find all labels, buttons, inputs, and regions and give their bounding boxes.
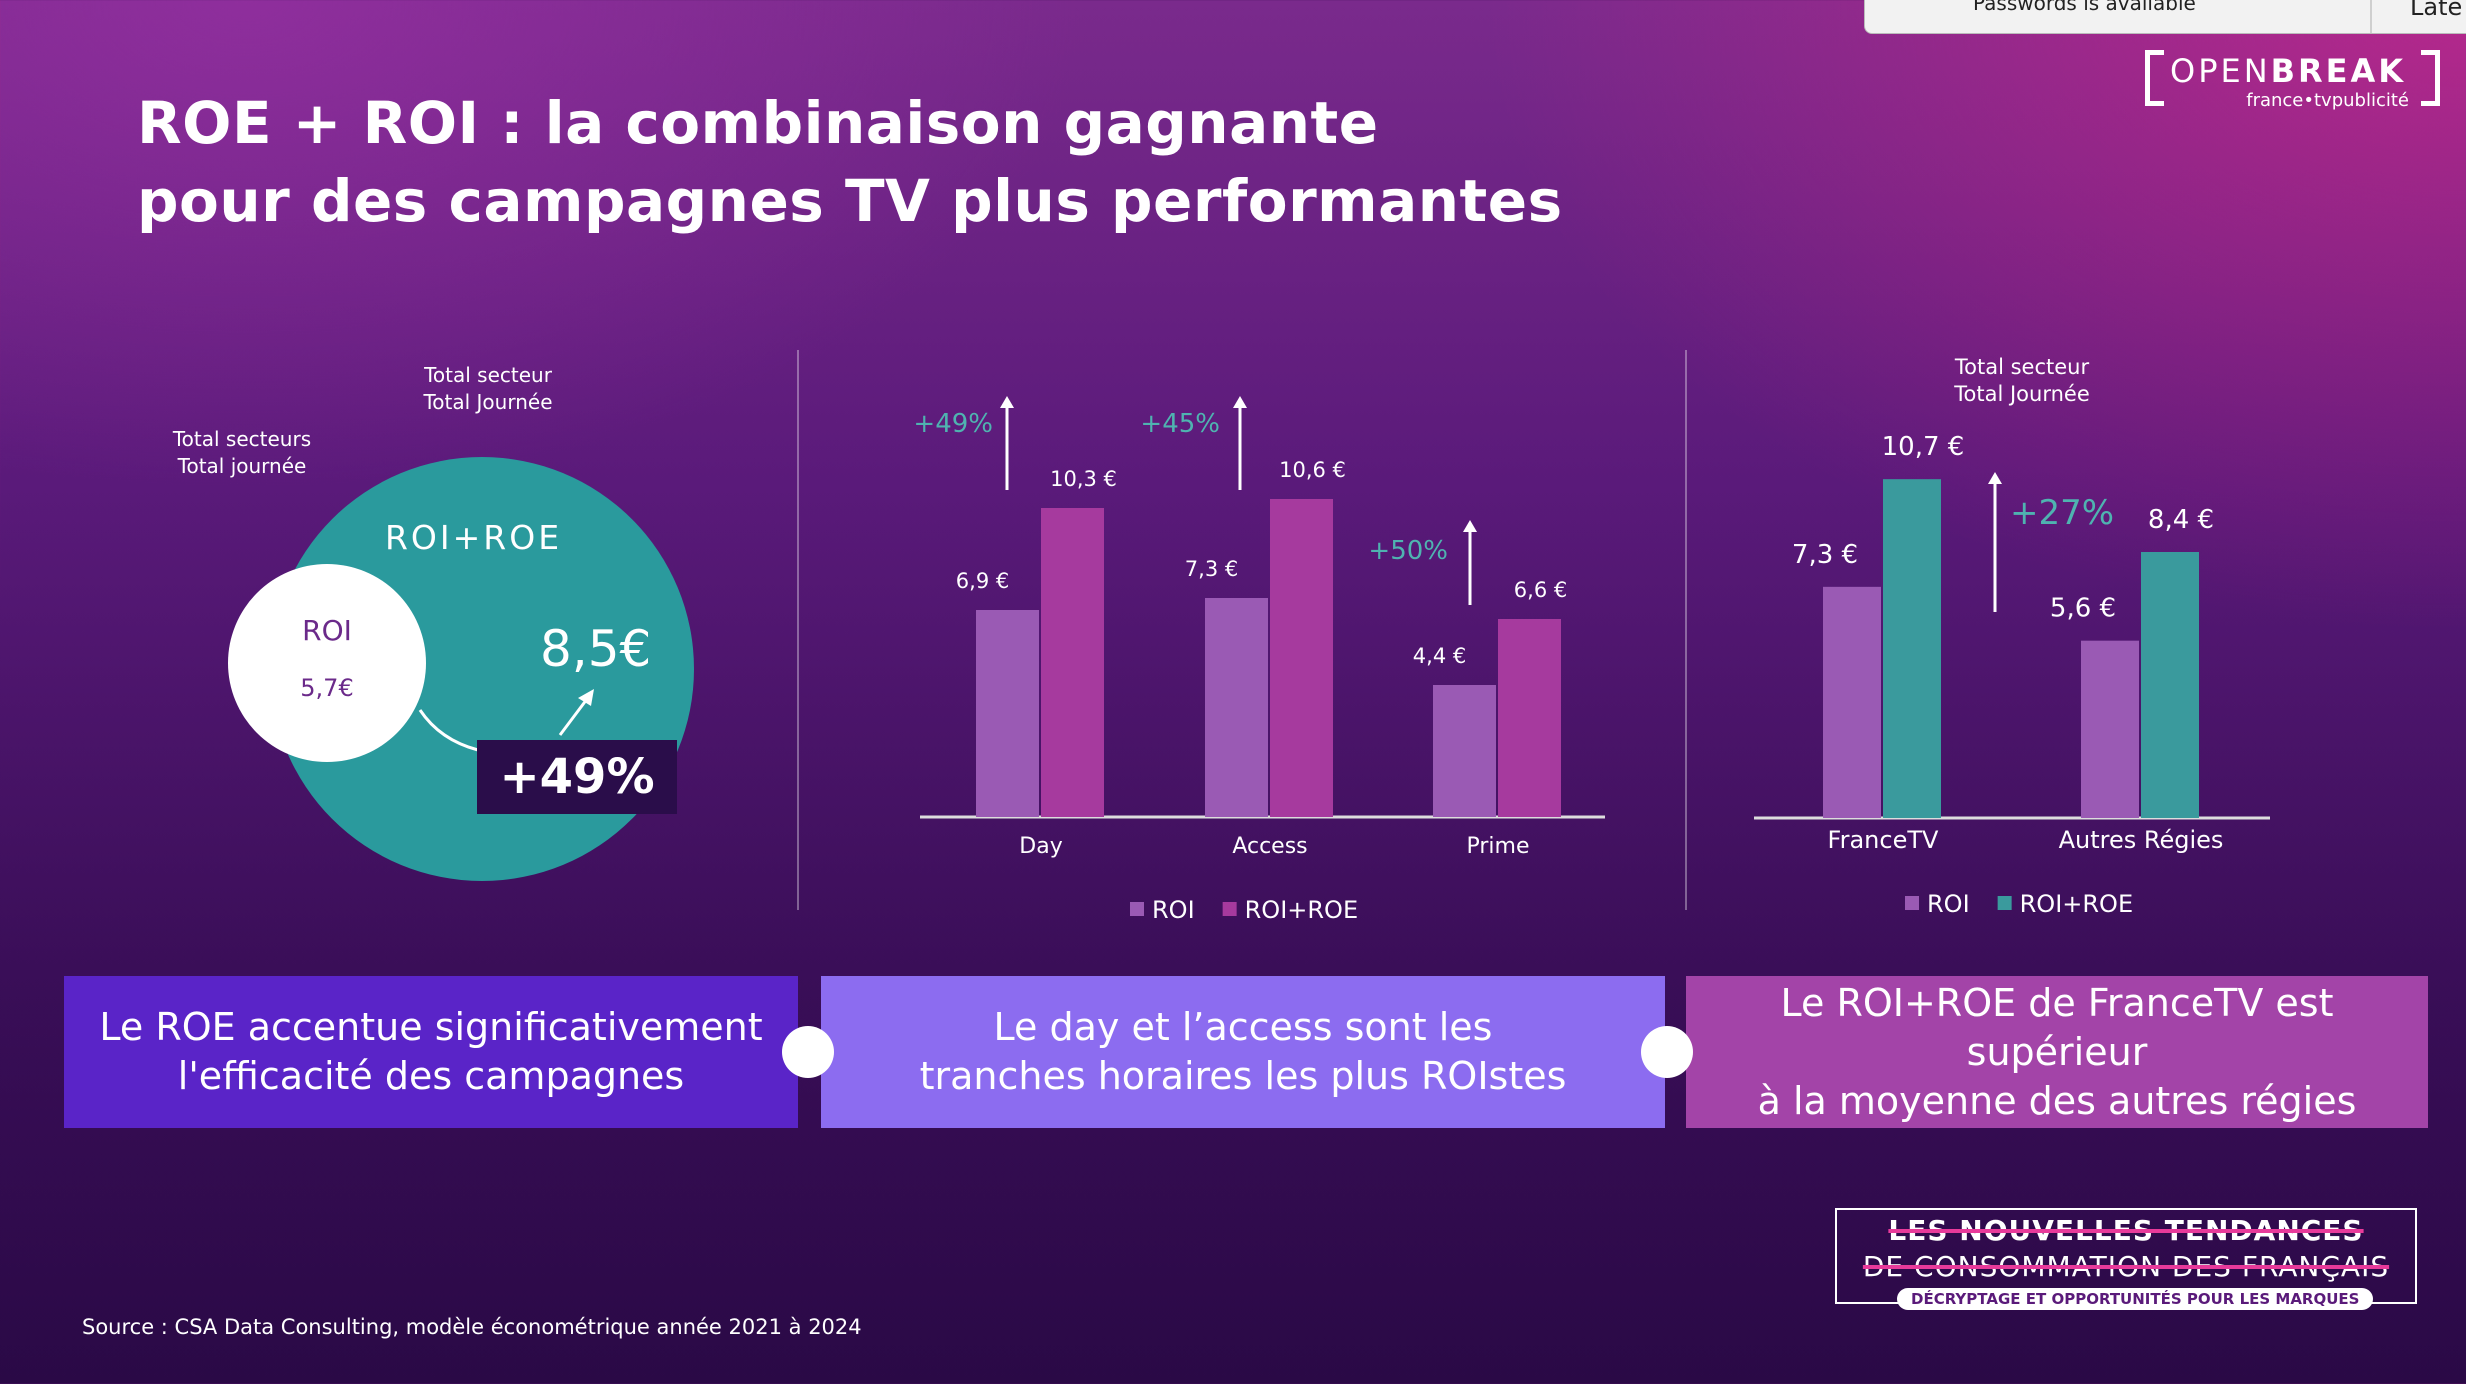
category-label: Autres Régies bbox=[2059, 826, 2224, 854]
bar-roi-1 bbox=[2081, 640, 2139, 818]
page-title: ROE + ROI : la combinaison gagnante pour… bbox=[137, 84, 1563, 240]
legend-label: ROI bbox=[1927, 890, 1970, 918]
category-label: Access bbox=[1232, 834, 1307, 859]
bar-roi-roe-0 bbox=[1883, 479, 1941, 818]
notification-popup[interactable]: Passwords is available Late bbox=[1864, 0, 2466, 34]
bar-roi-1 bbox=[1205, 598, 1268, 817]
logo-subtitle: france•tvpublicité bbox=[2246, 90, 2409, 111]
bar-value-label: 7,3 € bbox=[1185, 557, 1238, 581]
category-label: Day bbox=[1019, 834, 1062, 859]
panel-divider-1 bbox=[797, 350, 799, 910]
panel-divider-2 bbox=[1685, 350, 1687, 910]
uplift-badge: +49% bbox=[477, 740, 677, 814]
title-line-1: ROE + ROI : la combinaison gagnante bbox=[137, 89, 1379, 157]
uplift-arrow-head bbox=[1233, 396, 1247, 408]
insight-box-3: Le ROI+ROE de FranceTV est supérieur à la… bbox=[1686, 976, 2428, 1128]
uplift-label: +49% bbox=[913, 409, 993, 439]
uplift-arrow-head bbox=[1000, 396, 1014, 408]
legend-swatch bbox=[1130, 902, 1144, 916]
legend-label: ROI+ROE bbox=[2020, 890, 2133, 918]
bar-value-label: 4,4 € bbox=[1413, 644, 1466, 668]
source-note: Source : CSA Data Consulting, modèle éco… bbox=[82, 1315, 862, 1339]
bar-value-label: 5,6 € bbox=[2050, 594, 2116, 624]
roi-roe-circle-label: ROI+ROE bbox=[385, 518, 563, 557]
bar-roi-0 bbox=[976, 610, 1039, 817]
bar-value-label: 10,3 € bbox=[1050, 467, 1117, 491]
category-label: Prime bbox=[1466, 834, 1529, 859]
inner-circle-caption: Total secteurs Total journée bbox=[172, 427, 312, 478]
uplift-label: +45% bbox=[1140, 409, 1220, 439]
notification-divider bbox=[2370, 0, 2372, 33]
bar-roi-roe-0 bbox=[1041, 508, 1104, 817]
bar-value-label: 10,7 € bbox=[1882, 432, 1965, 462]
timeslot-bar-chart: 6,9 € 10,3 € Day 7,3 € 10,6 € Access 4,4 € 6,6 … bbox=[913, 396, 1605, 924]
bar-value-label: 10,6 € bbox=[1279, 458, 1346, 482]
legend-swatch bbox=[1997, 896, 2012, 910]
logo-wordmark: OPENBREAK bbox=[2170, 52, 2407, 90]
bar-roi-roe-1 bbox=[1270, 499, 1333, 817]
bar-value-label: 7,3 € bbox=[1792, 540, 1858, 570]
event-tagline: LES NOUVELLES TENDANCES DE CONSOMMATION … bbox=[1835, 1208, 2417, 1310]
roi-circle-value: 5,7€ bbox=[300, 674, 354, 702]
tagline-line-1: LES NOUVELLES TENDANCES bbox=[1888, 1214, 2364, 1247]
insight-box-2: Le day et l’access sont les tranches hora… bbox=[821, 976, 1665, 1128]
bar-value-label: 6,6 € bbox=[1514, 578, 1567, 602]
bar-roi-2 bbox=[1433, 685, 1496, 817]
connector-dot-2 bbox=[1641, 1026, 1693, 1078]
roi-circle-label: ROI bbox=[302, 614, 352, 647]
notification-text: Passwords is available bbox=[1973, 0, 2196, 15]
uplift-label: +50% bbox=[1368, 536, 1448, 566]
openbreak-logo: OPENBREAK france•tvpublicité bbox=[2145, 50, 2440, 111]
roi-circle: ROI 5,7€ bbox=[228, 564, 426, 762]
insight-box-1: Le ROE accentue significativement l'effic… bbox=[64, 976, 798, 1128]
bar-value-label: 8,4 € bbox=[2148, 505, 2214, 535]
bar-value-label: 6,9 € bbox=[956, 569, 1009, 593]
bar-roi-0 bbox=[1823, 586, 1881, 818]
regies-bar-chart: 7,3 € 10,7 € FranceTV 5,6 € 8,4 € Autres Régi… bbox=[1754, 432, 2270, 918]
legend-swatch bbox=[1905, 896, 1919, 910]
category-label: FranceTV bbox=[1828, 826, 1939, 854]
right-chart-caption: Total secteur Total Journée bbox=[1954, 355, 2090, 406]
legend-label: ROI+ROE bbox=[1245, 896, 1358, 924]
tagline-line-3: DÉCRYPTAGE ET OPPORTUNITÉS POUR LES MARQ… bbox=[1897, 1288, 2374, 1310]
uplift-arrow-head bbox=[1988, 472, 2002, 484]
uplift-label: +27% bbox=[2010, 493, 2114, 533]
tagline-line-2: DE CONSOMMATION DES FRANÇAIS bbox=[1862, 1250, 2390, 1283]
legend-label: ROI bbox=[1152, 896, 1195, 924]
notification-action[interactable]: Late bbox=[2410, 0, 2463, 21]
roi-roe-circle-value: 8,5€ bbox=[540, 620, 652, 678]
bar-roi-roe-2 bbox=[1498, 619, 1561, 817]
outer-circle-caption: Total secteur Total Journée bbox=[423, 363, 553, 414]
connector-dot-1 bbox=[782, 1026, 834, 1078]
uplift-arrow-head bbox=[1463, 520, 1477, 532]
title-line-2: pour des campagnes TV plus performantes bbox=[137, 167, 1563, 235]
legend-swatch bbox=[1222, 902, 1237, 916]
bar-roi-roe-1 bbox=[2141, 552, 2199, 818]
